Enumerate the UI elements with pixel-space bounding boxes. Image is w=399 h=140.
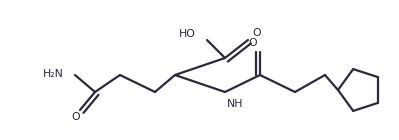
Text: O: O xyxy=(72,112,80,122)
Text: H₂N: H₂N xyxy=(43,69,64,79)
Text: O: O xyxy=(249,38,257,48)
Text: HO: HO xyxy=(179,29,196,39)
Text: NH: NH xyxy=(227,99,243,109)
Text: O: O xyxy=(252,28,261,38)
